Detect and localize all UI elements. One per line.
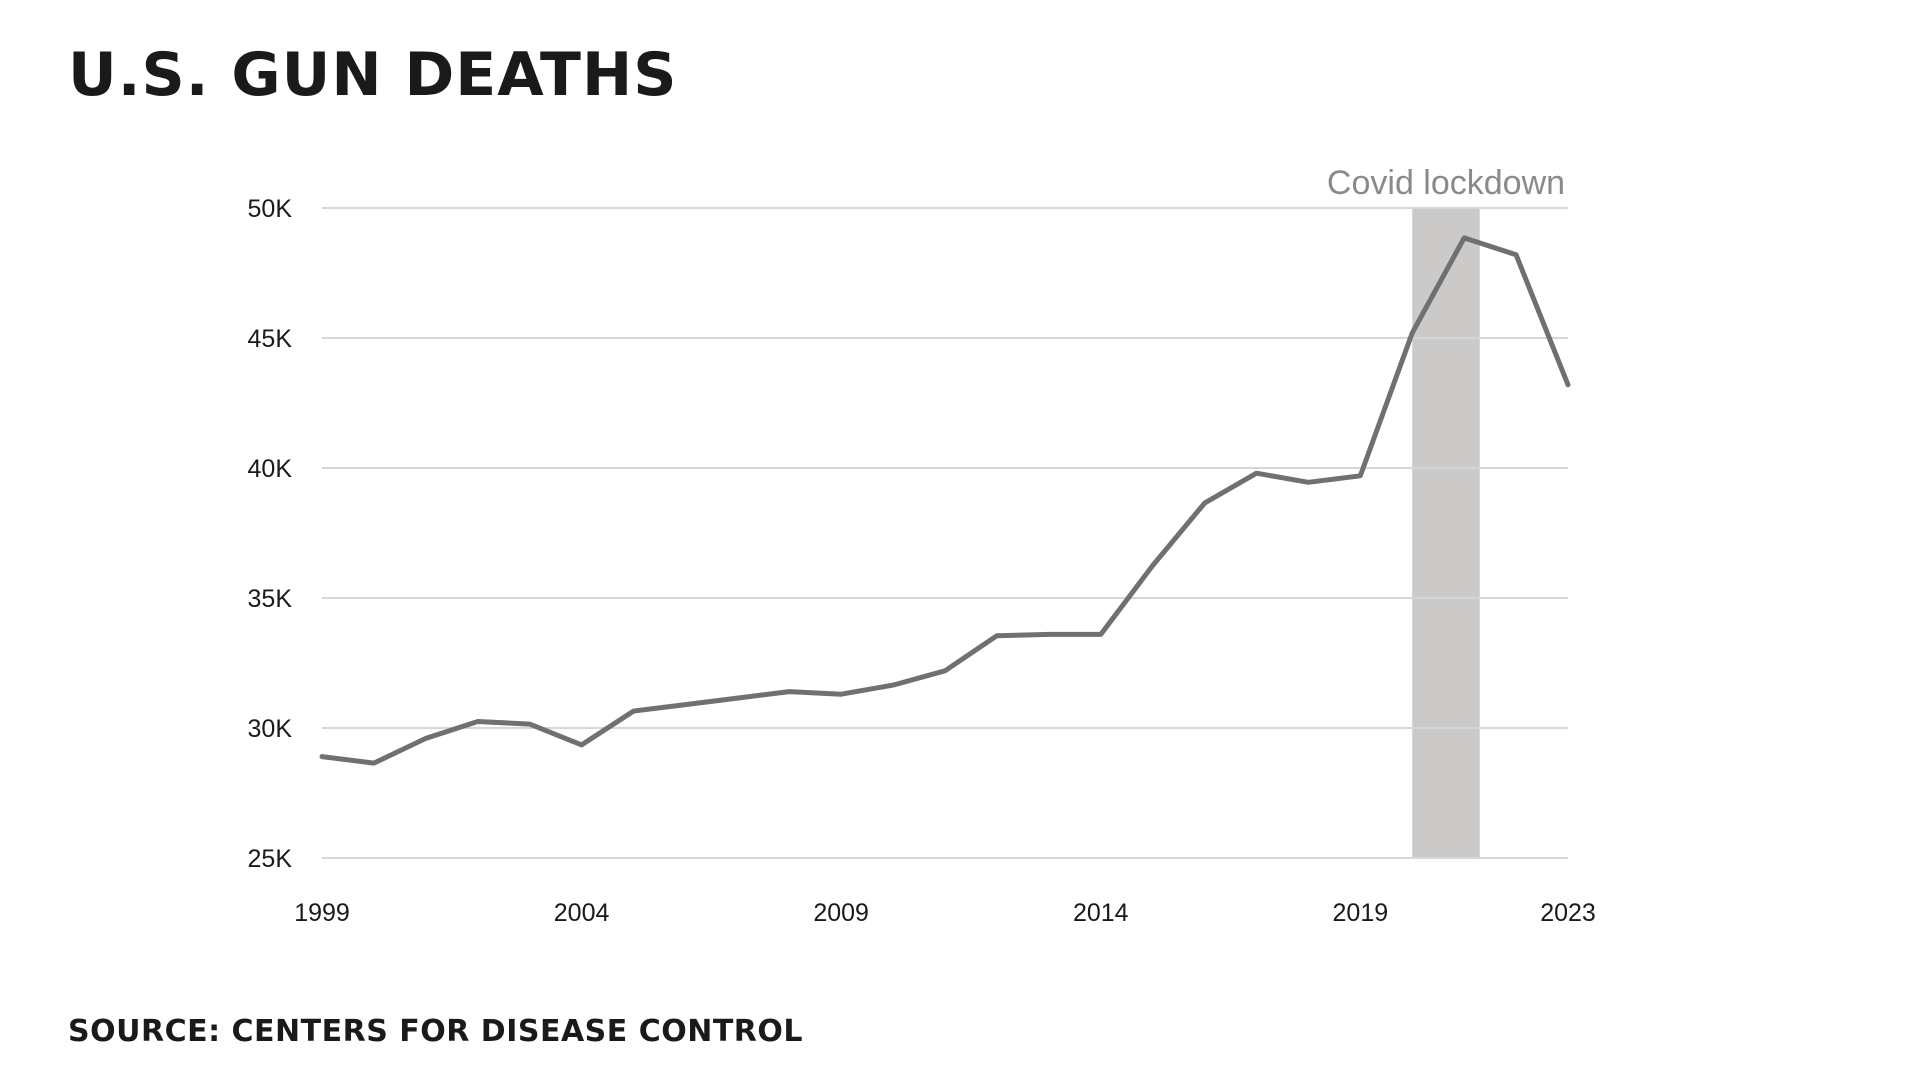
covid-band-layer (1412, 208, 1480, 858)
y-tick-label: 35K (248, 585, 293, 613)
x-tick-label: 2014 (1073, 899, 1129, 927)
covid-lockdown-band (1412, 208, 1480, 858)
covid-lockdown-label: Covid lockdown (1327, 164, 1565, 202)
source-note: SOURCE: CENTERS FOR DISEASE CONTROL (68, 1014, 804, 1049)
annotation-layer: Covid lockdown (1327, 164, 1565, 202)
x-tick-label: 2009 (813, 899, 869, 927)
y-tick-labels: 25K 30K 35K 40K 45K 50K (248, 195, 293, 873)
x-tick-label: 1999 (294, 899, 350, 927)
grid-layer (322, 207, 1568, 859)
series-line (319, 235, 1571, 766)
series-layer (319, 235, 1571, 766)
y-tick-label: 30K (248, 715, 293, 743)
y-tick-label: 25K (248, 845, 293, 873)
chart-title: U.S. GUN DEATHS (68, 40, 678, 110)
x-tick-label: 2004 (554, 899, 610, 927)
x-tick-label: 2023 (1540, 899, 1596, 927)
y-tick-label: 40K (248, 455, 293, 483)
y-tick-label: 45K (248, 325, 293, 353)
x-tick-label: 2019 (1333, 899, 1389, 927)
x-tick-labels: 1999 2004 2009 2014 2019 2023 (294, 899, 1596, 927)
y-tick-label: 50K (248, 195, 293, 223)
